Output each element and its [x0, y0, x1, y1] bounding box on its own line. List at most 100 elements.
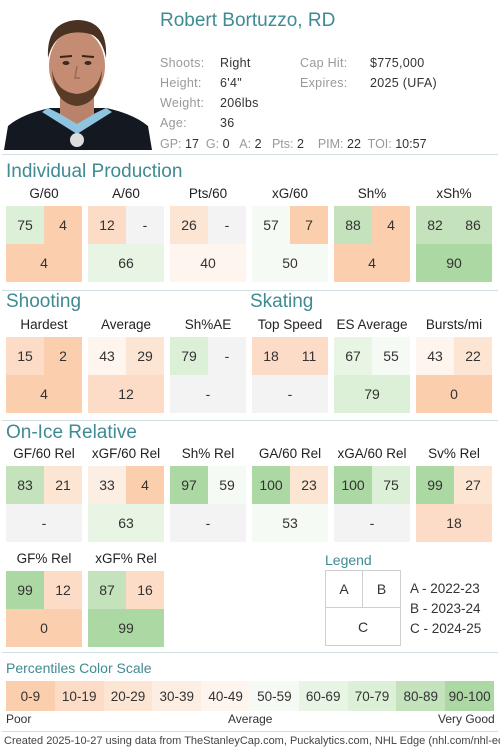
metric-value-b: 21 [44, 466, 82, 504]
scale-range-3: 30-39 [152, 681, 202, 711]
metric-label: Sh% [357, 186, 387, 201]
metric-value-c: 90 [416, 244, 492, 282]
goals-label: G: [205, 137, 220, 151]
metric-value-a: 82 [416, 206, 454, 244]
metric-label: Pts/60 [188, 186, 228, 201]
metric-skating-2: Bursts/mi 43 22 0 [416, 317, 492, 437]
metric-value-b: 4 [44, 206, 82, 244]
cap-hit-value: $775,000 [370, 56, 425, 70]
metric-value-b: 23 [290, 466, 328, 504]
metric-value-a: 43 [88, 337, 126, 375]
metric-production-1: A/60 12-66 [88, 186, 164, 306]
metric-onice-7: xGF% Rel 87 16 99 [88, 551, 164, 671]
metric-value-a: 18 [252, 337, 290, 375]
divider [2, 420, 498, 421]
scale-range-6: 60-69 [298, 681, 348, 711]
metric-value-a: 79 [170, 337, 208, 375]
points-value: 2 [296, 137, 304, 151]
footer-credits: Created 2025-10-27 using data from TheSt… [4, 735, 500, 747]
gp-label: GP: [160, 137, 182, 151]
legend-box-c: C [325, 607, 401, 646]
metric-value-c: - [6, 504, 82, 542]
metric-value-b: - [208, 337, 246, 375]
metric-value-b: 16 [126, 571, 164, 609]
gp-value: 17 [185, 137, 199, 151]
legend-item-a: A - 2022-23 [410, 581, 480, 596]
scale-range-9: 90-100 [445, 681, 494, 711]
weight-label: Weight: [160, 96, 205, 110]
metric-onice-5: Sv% Rel 99 27 18 [416, 446, 492, 566]
metric-skating-0: Top Speed 18 11- [252, 317, 328, 437]
metric-label: Hardest [20, 317, 68, 332]
metric-value-c: 4 [334, 244, 410, 282]
metric-value-c: 18 [416, 504, 492, 542]
metric-value-b: 4 [126, 466, 164, 504]
scale-range-8: 80-89 [396, 681, 446, 711]
metric-label: Average [100, 317, 152, 332]
metric-value-a: 67 [334, 337, 372, 375]
toi-value: 10:57 [395, 137, 427, 151]
metric-value-b: 22 [454, 337, 492, 375]
metric-production-3: xG/60 57 7 50 [252, 186, 328, 306]
metric-value-c: - [170, 504, 246, 542]
metric-label: xG/60 [271, 186, 309, 201]
metric-value-b: 75 [372, 466, 410, 504]
metric-value-b: 29 [126, 337, 164, 375]
metric-value-a: 99 [416, 466, 454, 504]
metric-value-c: 40 [170, 244, 246, 282]
metric-label: xGA/60 Rel [337, 446, 407, 461]
divider [2, 290, 498, 291]
scale-range-5: 50-59 [250, 681, 299, 711]
metric-value-a: 33 [88, 466, 126, 504]
scale-range-2: 20-29 [103, 681, 153, 711]
scale-label-very-good: Very Good [438, 712, 495, 726]
scale-title: Percentiles Color Scale [6, 660, 152, 676]
metric-value-c: 79 [334, 375, 410, 413]
metric-value-c: - [334, 504, 410, 542]
expires-label: Expires: [300, 76, 348, 90]
metric-value-c: 66 [88, 244, 164, 282]
metric-value-b: 86 [454, 206, 492, 244]
player-name: Robert Bortuzzo, RD [160, 10, 336, 31]
metric-onice-2: Sh% Rel 97 59- [170, 446, 246, 566]
metric-value-c: 50 [252, 244, 328, 282]
divider [2, 652, 498, 653]
metric-onice-0: GF/60 Rel 83 21- [6, 446, 82, 566]
metric-value-c: 53 [252, 504, 328, 542]
metric-value-c: 99 [88, 609, 164, 647]
age-label: Age: [160, 116, 187, 130]
metric-label: ES Average [336, 317, 408, 332]
scale-range-1: 10-19 [54, 681, 104, 711]
metric-value-a: 97 [170, 466, 208, 504]
metric-shooting-1: Average 43 29 12 [88, 317, 164, 437]
metric-value-c: 0 [6, 609, 82, 647]
metric-label: xSh% [436, 186, 472, 201]
metric-value-b: 27 [454, 466, 492, 504]
metric-value-c: 4 [6, 375, 82, 413]
section-on-ice-relative: On-Ice Relative [6, 422, 137, 443]
divider [2, 731, 498, 732]
player-photo [2, 8, 152, 150]
height-label: Height: [160, 76, 202, 90]
metric-value-a: 57 [252, 206, 290, 244]
metric-label: G/60 [29, 186, 59, 201]
legend-box-a: A [325, 570, 363, 608]
metric-label: GF/60 Rel [13, 446, 75, 461]
legend-title: Legend [325, 552, 372, 568]
metric-label: GF% Rel [16, 551, 72, 566]
metric-label: xGF/60 Rel [91, 446, 161, 461]
metric-value-b: 55 [372, 337, 410, 375]
metric-onice-4: xGA/60 Rel 100 75- [334, 446, 410, 566]
metric-value-a: 100 [252, 466, 290, 504]
metric-onice-3: GA/60 Rel 100 23 53 [252, 446, 328, 566]
toi-label: TOI: [367, 137, 392, 151]
metric-value-c: 63 [88, 504, 164, 542]
points-label: Pts: [271, 137, 294, 151]
metric-label: Sh%AE [184, 317, 232, 332]
metric-value-b: 12 [44, 571, 82, 609]
height-value: 6'4" [220, 76, 242, 90]
section-individual-production: Individual Production [6, 161, 183, 182]
metric-value-c: 12 [88, 375, 164, 413]
metric-production-5: xSh% 82 86 90 [416, 186, 492, 306]
metric-label: Bursts/mi [425, 317, 483, 332]
